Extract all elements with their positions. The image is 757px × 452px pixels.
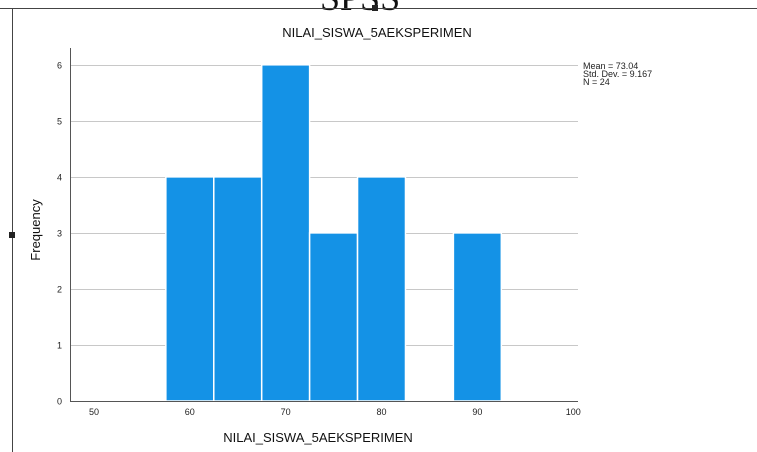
y-tick-label: 5	[57, 117, 62, 127]
histogram-bar	[213, 176, 263, 402]
y-tick-label: 3	[57, 229, 62, 239]
stats-mean: Mean = 73.04	[583, 61, 638, 71]
resize-handle-top[interactable]	[372, 5, 378, 11]
x-tick-label: 60	[185, 407, 195, 417]
histogram-bar	[452, 232, 503, 402]
axes	[70, 48, 578, 402]
y-tick-label: 0	[57, 397, 62, 407]
y-axis-title: Frequency	[28, 199, 43, 261]
x-tick-label: 80	[377, 407, 387, 417]
y-tick-labels: 0 1 2 3 4 5 6	[57, 61, 62, 407]
x-tick-labels: 50 60 70 80 90 100	[89, 407, 581, 417]
y-tick-label: 6	[57, 61, 62, 71]
stats-std-dev: Std. Dev. = 9.167	[583, 69, 652, 79]
resize-handle-left[interactable]	[9, 232, 15, 238]
bars	[165, 64, 503, 402]
x-tick-label: 50	[89, 407, 99, 417]
x-tick-label: 70	[281, 407, 291, 417]
histogram-bar	[308, 232, 359, 402]
chart-title: NILAI_SISWA_5AEKSPERIMEN	[282, 25, 472, 40]
y-tick-label: 1	[57, 341, 62, 351]
y-tick-label: 2	[57, 285, 62, 295]
x-axis-title: NILAI_SISWA_5AEKSPERIMEN	[223, 430, 413, 445]
histogram-bar	[165, 176, 215, 402]
x-tick-label: 90	[472, 407, 482, 417]
stats-n: N = 24	[583, 77, 610, 87]
histogram-bar	[356, 176, 407, 402]
histogram-bar	[260, 64, 311, 402]
y-tick-label: 4	[57, 173, 62, 183]
x-tick-label: 100	[566, 407, 581, 417]
